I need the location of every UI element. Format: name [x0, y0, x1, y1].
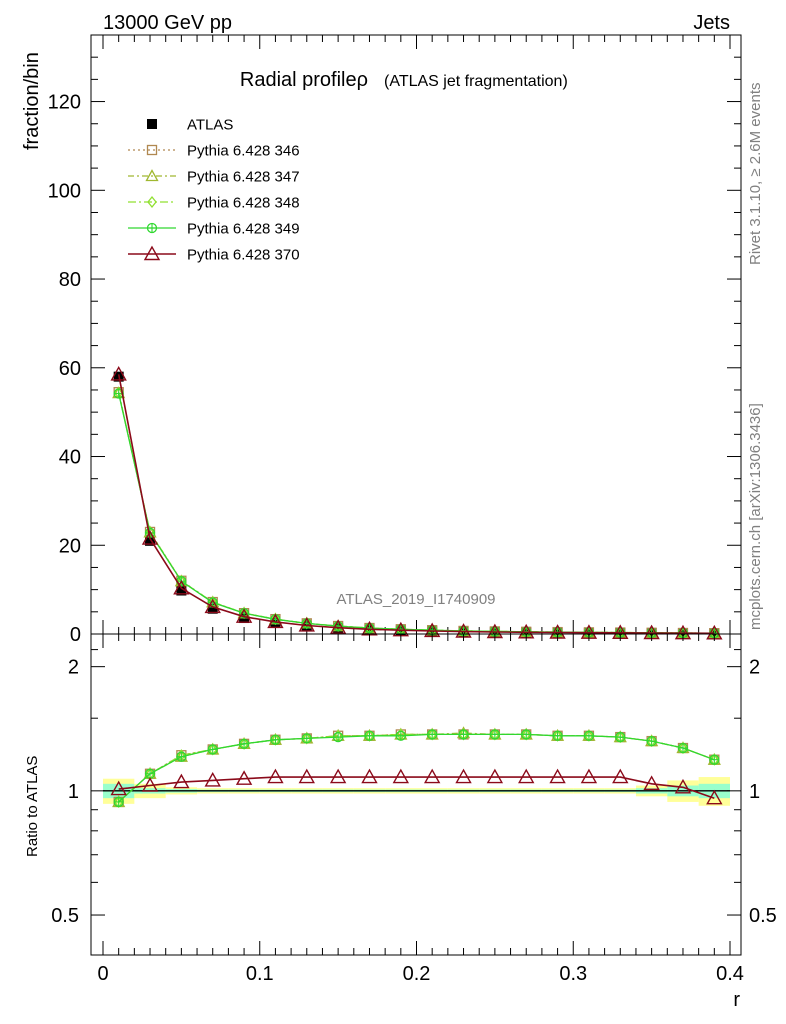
ratio-point-p349-4 — [238, 738, 250, 749]
ratio-point-p370-15 — [580, 768, 598, 784]
ratio-xtick-label-1: 0.1 — [246, 963, 274, 985]
ratio-xlabel: r — [733, 989, 740, 1011]
ratio-point-p349-1 — [144, 768, 156, 779]
ratio-point-p370-2 — [173, 773, 190, 789]
legend: ATLAS Pythia 6.428 346 Pythia 6.428 347 Pyt… — [128, 117, 300, 264]
main-point-data-3 — [207, 603, 218, 614]
ratio-point-p370-3 — [204, 771, 221, 787]
ratio-point-p370-8 — [361, 768, 378, 784]
legend-label-data: ATLAS — [187, 117, 233, 134]
ratio-point-p370-4 — [235, 770, 253, 785]
main-ytick-label-3: 60 — [59, 358, 81, 380]
legend-marker-p346 — [146, 144, 158, 156]
main-ytick-label-2: 40 — [59, 447, 81, 469]
ratio-point-p370-9 — [392, 768, 410, 784]
ratio-xtick-label-0: 0 — [97, 963, 108, 985]
ratio-point-p370-13 — [518, 768, 535, 784]
ratio-point-p349-2 — [176, 751, 187, 762]
ratio-point-p349-12 — [489, 729, 501, 740]
ratio-point-p370-14 — [549, 768, 566, 784]
ratio-point-p370-0 — [110, 780, 127, 796]
ratio-ytick-label-2: 2 — [68, 657, 79, 679]
legend-label-p370: Pythia 6.428 370 — [187, 247, 300, 264]
ratio-plot: 0.5 0.5 1 1 2 2 0 0.1 0.2 0.3 0.4 — [51, 634, 777, 985]
ratio-point-p349-6 — [301, 733, 312, 744]
main-point-p370-0 — [110, 366, 127, 381]
ratio-point-p349-7 — [332, 731, 344, 743]
ratio-frame — [90, 633, 742, 956]
main-ytick-label-0: 0 — [70, 624, 81, 646]
main-point-p370-3 — [204, 598, 221, 614]
ratio-point-p349-9 — [395, 730, 406, 741]
ratio-point-p370-12 — [486, 768, 504, 784]
legend-label-p347: Pythia 6.428 347 — [187, 169, 300, 186]
ratio-point-p370-19 — [706, 789, 723, 805]
main-point-p370-7 — [329, 619, 347, 634]
main-point-data-2 — [176, 585, 187, 596]
ratio-line-p349 — [118, 733, 715, 803]
chart-title: Radial profileρ — [240, 69, 368, 91]
ratio-point-p349-17 — [646, 735, 657, 747]
header-left: 13000 GeV pp — [103, 12, 232, 34]
header-right: Jets — [693, 12, 730, 34]
mcplots-label: mcplots.cern.ch [arXiv:1306.3436] — [747, 403, 764, 630]
ratio-line-p370 — [118, 776, 715, 799]
ratio-xtick-label-2: 0.2 — [403, 963, 431, 985]
ratio-point-p349-3 — [207, 744, 218, 755]
main-point-p370-1 — [141, 530, 159, 545]
main-plot: 0 20 40 60 80 100 120 — [48, 35, 741, 646]
ratio-point-p370-18 — [674, 778, 692, 794]
ratio-ytick-label-right-0: 0.5 — [749, 905, 777, 927]
ratio-point-p370-16 — [612, 768, 629, 784]
ratio-point-p349-8 — [364, 730, 375, 741]
ratio-point-p349-14 — [552, 730, 563, 741]
ratio-point-p370-7 — [329, 768, 347, 784]
ratio-ylabel: Ratio to ATLAS — [24, 756, 41, 857]
ratio-point-p349-10 — [427, 729, 438, 740]
ratio-ytick-label-right-2: 2 — [749, 657, 760, 679]
ratio-point-p349-15 — [583, 730, 595, 741]
legend-marker-data — [147, 119, 157, 129]
ratio-point-p349-16 — [615, 731, 626, 743]
legend-marker-p349 — [146, 222, 158, 234]
legend-marker-p348 — [147, 195, 157, 209]
main-ytick-label-6: 120 — [48, 92, 81, 114]
ratio-point-p370-5 — [267, 768, 284, 784]
ratio-point-p349-5 — [270, 734, 281, 745]
ratio-xtick-label-4: 0.4 — [716, 963, 744, 985]
ratio-point-p349-0 — [113, 796, 124, 808]
ratio-ytick-label-right-1: 1 — [749, 781, 760, 803]
main-ytick-label-4: 80 — [59, 269, 81, 291]
legend-label-p346: Pythia 6.428 346 — [187, 143, 300, 160]
legend-marker-p370 — [143, 245, 161, 261]
main-ytick-label-1: 20 — [59, 535, 81, 557]
ratio-point-p370-10 — [423, 768, 441, 784]
legend-label-p348: Pythia 6.428 348 — [187, 195, 300, 212]
main-point-p370-6 — [298, 617, 315, 632]
main-point-p370-2 — [173, 579, 190, 595]
ratio-point-p349-19 — [709, 754, 720, 765]
analysis-label: ATLAS_2019_I1740909 — [336, 591, 495, 608]
main-point-data-1 — [145, 535, 156, 546]
rivet-label: Rivet 3.1.10, ≥ 2.6M events — [747, 83, 764, 266]
ratio-point-p370-11 — [455, 768, 472, 784]
ratio-point-p349-13 — [521, 729, 532, 740]
main-point-p370-5 — [267, 613, 284, 629]
main-ytick-label-5: 100 — [48, 180, 81, 202]
ratio-xtick-label-3: 0.3 — [559, 963, 587, 985]
main-ylabel: fraction/bin — [21, 52, 43, 150]
ratio-ytick-label-1: 1 — [68, 781, 79, 803]
legend-label-p349: Pythia 6.428 349 — [187, 221, 300, 238]
legend-marker-p347 — [145, 169, 159, 182]
ratio-point-p370-17 — [643, 775, 660, 791]
chart-subtitle: (ATLAS jet fragmentation) — [384, 73, 568, 90]
ratio-point-p349-11 — [458, 729, 469, 740]
ratio-point-p349-18 — [677, 742, 689, 754]
ratio-point-p370-1 — [141, 777, 159, 792]
ratio-point-p370-6 — [298, 768, 315, 784]
ratio-ytick-label-0: 0.5 — [51, 905, 79, 927]
main-point-p370-4 — [235, 608, 253, 623]
